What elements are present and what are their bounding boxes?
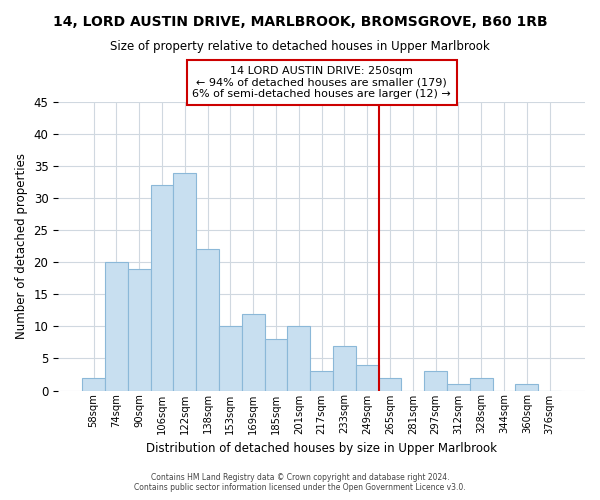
X-axis label: Distribution of detached houses by size in Upper Marlbrook: Distribution of detached houses by size …	[146, 442, 497, 455]
Bar	[173, 172, 196, 390]
Bar	[424, 372, 447, 390]
Text: Contains HM Land Registry data © Crown copyright and database right 2024.
Contai: Contains HM Land Registry data © Crown c…	[134, 473, 466, 492]
Y-axis label: Number of detached properties: Number of detached properties	[15, 154, 28, 340]
Bar	[470, 378, 493, 390]
Bar	[265, 339, 287, 390]
Bar	[128, 268, 151, 390]
Bar	[515, 384, 538, 390]
Bar	[356, 365, 379, 390]
Bar	[287, 326, 310, 390]
Bar	[82, 378, 105, 390]
Bar	[196, 250, 219, 390]
Bar	[219, 326, 242, 390]
Bar	[333, 346, 356, 391]
Bar	[379, 378, 401, 390]
Text: Size of property relative to detached houses in Upper Marlbrook: Size of property relative to detached ho…	[110, 40, 490, 53]
Text: 14 LORD AUSTIN DRIVE: 250sqm
← 94% of detached houses are smaller (179)
6% of se: 14 LORD AUSTIN DRIVE: 250sqm ← 94% of de…	[192, 66, 451, 99]
Bar	[151, 186, 173, 390]
Bar	[310, 372, 333, 390]
Bar	[447, 384, 470, 390]
Bar	[105, 262, 128, 390]
Bar	[242, 314, 265, 390]
Text: 14, LORD AUSTIN DRIVE, MARLBROOK, BROMSGROVE, B60 1RB: 14, LORD AUSTIN DRIVE, MARLBROOK, BROMSG…	[53, 15, 547, 29]
